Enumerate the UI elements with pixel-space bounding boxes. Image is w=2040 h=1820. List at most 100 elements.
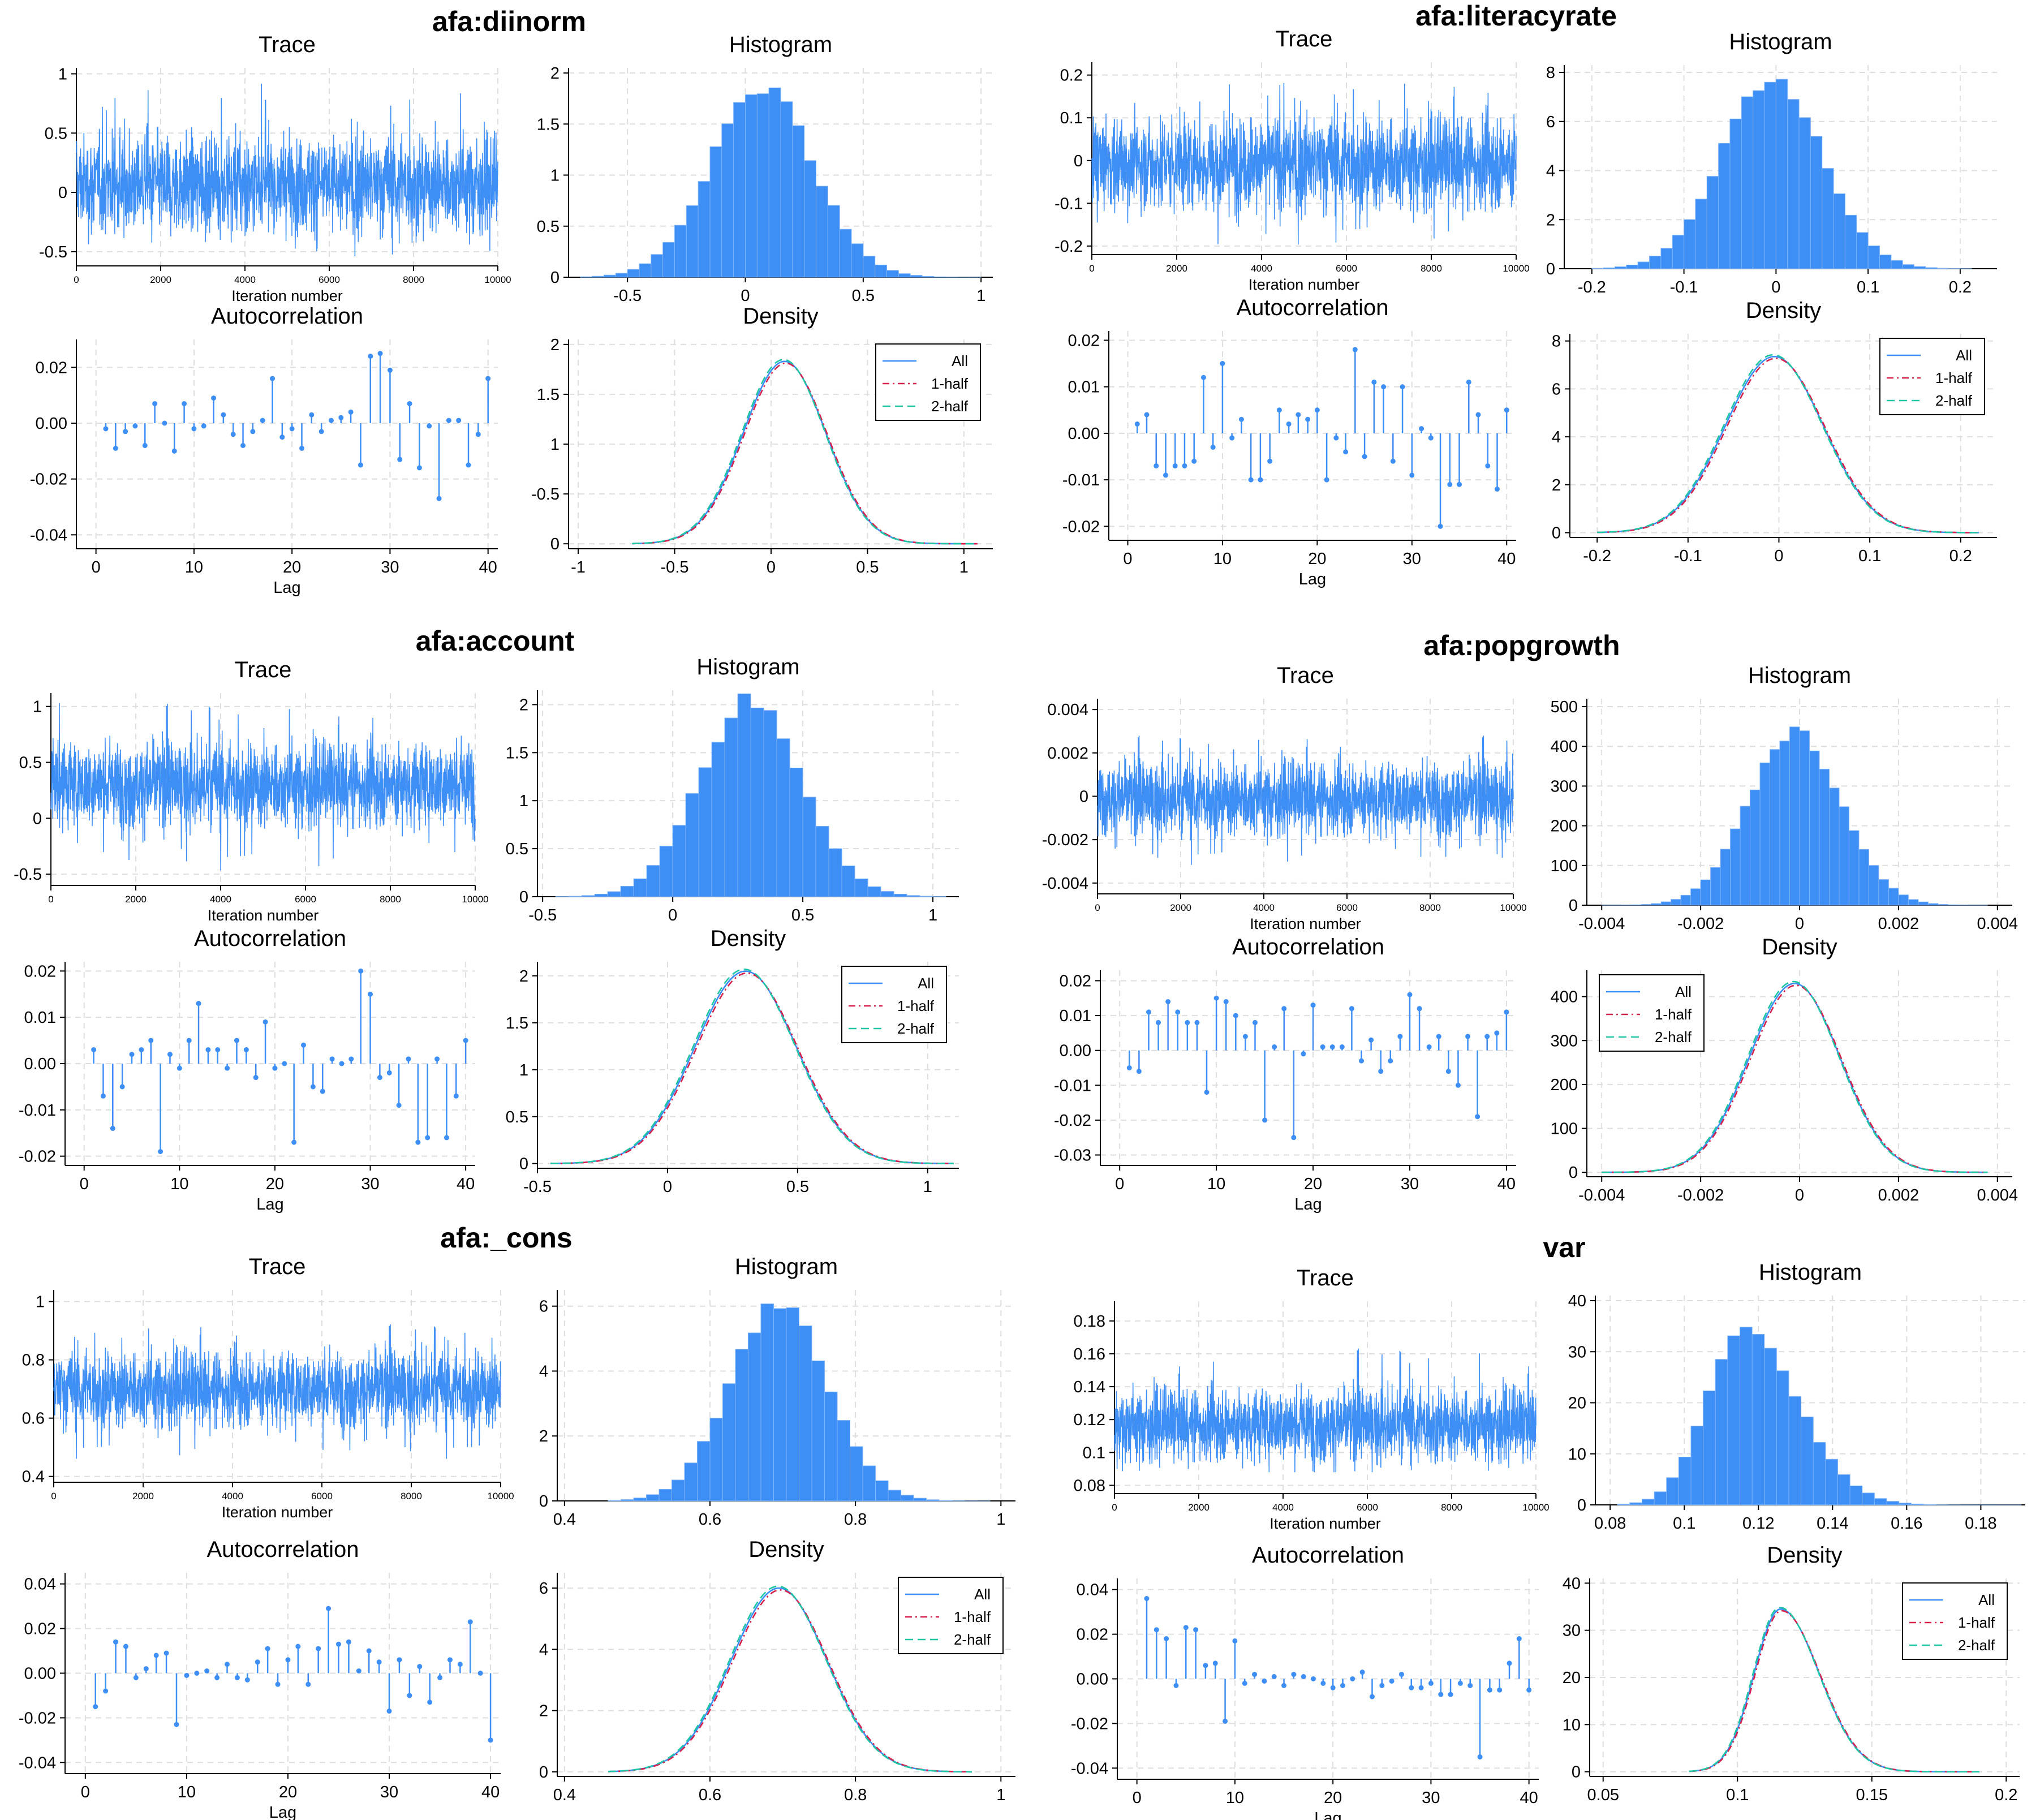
- acf-point: [152, 401, 158, 406]
- acf-point: [1436, 1034, 1441, 1039]
- acf-point: [1447, 481, 1453, 487]
- x-tick-label: 10: [178, 1783, 196, 1801]
- histogram-bar: [926, 1499, 940, 1501]
- acf-point: [1378, 1069, 1384, 1074]
- acf-point: [1301, 1674, 1306, 1680]
- legend-box: [898, 1577, 1004, 1654]
- y-tick-label: 0.00: [1060, 1042, 1091, 1060]
- acf-point: [416, 465, 422, 471]
- histogram-bar: [1727, 1335, 1741, 1505]
- x-tick-label: 10: [185, 558, 203, 576]
- histogram-bar: [698, 181, 711, 278]
- y-tick-label: 0.02: [36, 359, 67, 377]
- x-tick-label: 20: [1308, 550, 1326, 568]
- acf-point: [204, 1668, 210, 1674]
- acf-point: [310, 1084, 316, 1090]
- y-tick-label: 1: [36, 1293, 45, 1311]
- acf-point: [1379, 1683, 1385, 1688]
- histogram-bar: [633, 1498, 647, 1501]
- x-tick-label: 0: [767, 558, 776, 576]
- density-title: Density: [743, 304, 818, 329]
- trace-line: [1091, 83, 1517, 245]
- y-tick-label: 0.01: [24, 1009, 56, 1027]
- x-tick-label: 0.004: [1977, 1186, 2018, 1204]
- acf-point: [1172, 463, 1178, 468]
- legend-label: 2-half: [1935, 392, 1973, 409]
- acf-point: [279, 434, 285, 440]
- x-tick-label: 10: [1226, 1789, 1244, 1807]
- lag-xlabel: Lag: [269, 1804, 296, 1820]
- acf-point: [234, 1038, 239, 1043]
- lag-xlabel: Lag: [256, 1195, 283, 1214]
- y-tick-label: 1: [33, 698, 42, 716]
- acf-point: [1438, 523, 1443, 529]
- y-tick-label: -0.03: [1054, 1147, 1091, 1165]
- y-tick-label: 0.1: [1083, 1444, 1105, 1462]
- density-title: Density: [1746, 298, 1821, 323]
- acf-point: [1134, 421, 1140, 427]
- trace-panel: Trace 0.004 0.002 0 -0.002 -0.004 0 2000 4000 600…: [1042, 663, 1527, 932]
- acf-point: [93, 1704, 98, 1710]
- acf-point: [434, 1056, 440, 1062]
- x-tick-label: 2000: [1166, 263, 1187, 274]
- acf-point: [167, 1052, 173, 1057]
- param-title: afa:popgrowth: [1423, 630, 1620, 661]
- y-tick-label: 1.5: [506, 1014, 528, 1032]
- acf-point: [1276, 407, 1282, 413]
- y-tick-label: 0.6: [22, 1410, 45, 1428]
- histogram-title: Histogram: [1759, 1260, 1862, 1285]
- acf-point: [194, 1671, 200, 1676]
- acf-point: [1281, 1006, 1287, 1012]
- x-tick-label: 0: [80, 1175, 89, 1193]
- x-tick-label: -0.2: [1583, 547, 1611, 565]
- histogram-panel: Histogram 0 0.5 1 1.5 2 -0.5 0 0.5 1: [537, 32, 993, 305]
- acf-point: [415, 1139, 421, 1145]
- density-line-2-half: [1597, 354, 1979, 533]
- histogram-bar: [646, 865, 660, 897]
- histogram-bar: [1642, 1499, 1655, 1505]
- histogram-bar: [789, 768, 803, 897]
- acf-point: [1223, 1718, 1228, 1724]
- acf-point: [215, 1047, 221, 1052]
- acf-point: [186, 1038, 192, 1043]
- acf-point: [1233, 1013, 1238, 1018]
- acf-point: [1154, 463, 1159, 468]
- y-tick-label: -0.5: [39, 243, 67, 261]
- density-legend: All 1-half 2-half: [1902, 1582, 2008, 1660]
- acf-point: [1296, 412, 1301, 418]
- y-tick-label: 0.02: [1068, 332, 1100, 350]
- histogram-bar: [646, 1494, 660, 1501]
- acf-point: [1281, 1683, 1287, 1688]
- y-tick-label: 0.5: [19, 754, 42, 772]
- acf-point: [1194, 1019, 1200, 1025]
- acf-point: [1200, 375, 1206, 380]
- acf-point: [387, 367, 393, 373]
- histogram-bar: [1740, 1327, 1753, 1505]
- histogram-bar: [851, 243, 864, 278]
- x-tick-label: 0.2: [1949, 278, 1972, 296]
- acf-point: [316, 1646, 321, 1651]
- acf-point: [1428, 1680, 1434, 1686]
- acf-point: [1484, 1034, 1490, 1039]
- histogram-bar: [839, 229, 852, 278]
- x-tick-label: 1: [928, 906, 937, 924]
- acf-point: [214, 1675, 220, 1680]
- density-line-2-half: [550, 968, 954, 1164]
- x-tick-label: 0: [48, 894, 53, 905]
- acf-point: [1507, 1660, 1512, 1666]
- param-title: var: [1543, 1232, 1585, 1263]
- x-tick-label: 8000: [401, 1491, 422, 1501]
- acf-point: [119, 1084, 125, 1090]
- x-tick-label: 20: [1324, 1789, 1342, 1807]
- acf-point: [396, 1103, 402, 1108]
- y-tick-label: 2: [1546, 211, 1555, 229]
- acf-point: [1516, 1636, 1522, 1641]
- y-tick-label: 100: [1551, 1120, 1578, 1138]
- y-tick-label: -0.01: [1054, 1077, 1091, 1095]
- histogram-title: Histogram: [1729, 29, 1832, 54]
- legend-label: 1-half: [1655, 1006, 1692, 1023]
- y-tick-label: 2: [539, 1427, 548, 1445]
- acf-point: [456, 418, 462, 423]
- y-tick-label: -0.02: [1071, 1715, 1108, 1733]
